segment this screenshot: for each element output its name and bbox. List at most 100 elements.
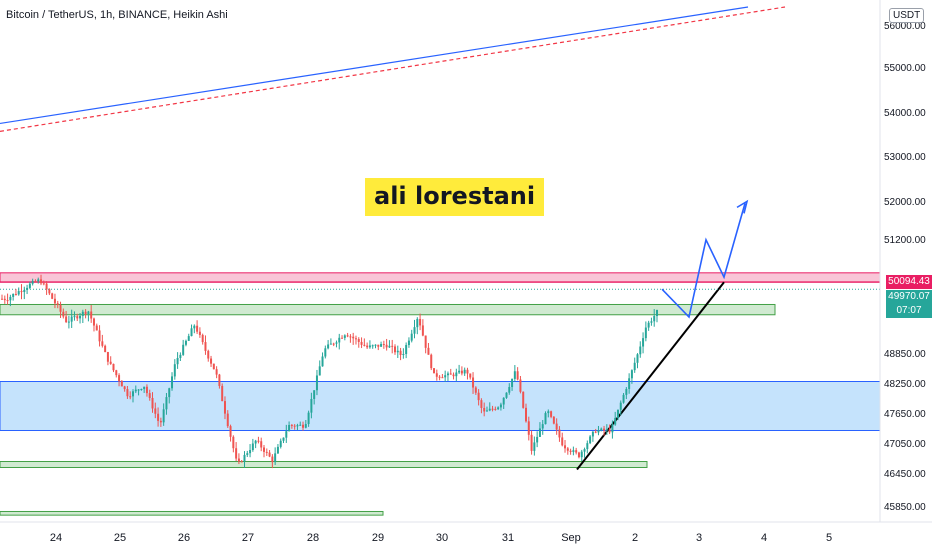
candle-body [98, 330, 101, 342]
candle-body [313, 390, 316, 399]
candle-body [357, 339, 360, 342]
x-tick-label: 29 [372, 532, 384, 544]
y-tick-label: 48250.00 [884, 379, 926, 390]
candle-body [260, 441, 263, 448]
candle-body [410, 333, 413, 341]
candle-body [427, 347, 430, 355]
candle-body [299, 424, 302, 426]
candle-body [628, 378, 631, 389]
candle-body [396, 350, 399, 353]
candle-body [502, 397, 505, 405]
candle-body [619, 402, 622, 410]
candle-body [257, 440, 260, 442]
projection-arrowhead [736, 199, 749, 214]
candle-body [438, 376, 441, 378]
x-tick-label: 5 [826, 532, 832, 544]
x-tick-label: 30 [436, 532, 448, 544]
candle-body [26, 287, 29, 290]
candle-body [329, 343, 332, 345]
candle-body [65, 316, 68, 323]
candle-body [349, 336, 352, 338]
candle-body [522, 391, 525, 408]
currency-badge[interactable]: USDT [889, 8, 925, 23]
candle-body [577, 452, 580, 458]
candle-body [251, 443, 254, 451]
zone-support-upper [0, 303, 776, 316]
candle-body [221, 385, 224, 402]
candle-body [449, 373, 452, 375]
candle-body [656, 309, 658, 317]
candle-body [354, 338, 357, 340]
candle-body [642, 338, 645, 347]
x-tick-label: 26 [178, 532, 190, 544]
resistance-price-tag: 50094.43 [886, 275, 932, 289]
candle-body [118, 375, 121, 382]
candle-body [511, 378, 514, 387]
candle-body [544, 413, 547, 425]
x-tick-label: 25 [114, 532, 126, 544]
candle-body [268, 452, 271, 457]
candle-body [282, 437, 285, 441]
candle-body [120, 381, 123, 387]
candle-body [382, 344, 385, 346]
candle-body [583, 449, 586, 452]
zone-support-bottom [0, 510, 384, 516]
candle-body [12, 293, 15, 297]
last-price-tag: 49970.07 [886, 290, 932, 304]
candle-body [1, 298, 3, 300]
candle-body [346, 335, 349, 337]
candle-body [327, 344, 330, 349]
candle-body [129, 396, 132, 398]
candle-body [310, 398, 313, 413]
candle-body [115, 370, 118, 376]
candle-body [377, 344, 380, 347]
candle-body [597, 430, 600, 433]
x-tick-label: 2 [632, 532, 638, 544]
candle-body [419, 318, 422, 326]
uptrend-support-line [576, 281, 725, 471]
candle-body [633, 362, 636, 371]
candle-body [616, 409, 619, 418]
candle-body [140, 389, 143, 391]
candle-body [463, 369, 466, 374]
candle-body [148, 393, 151, 398]
candle-body [106, 352, 109, 362]
candle-body [90, 311, 93, 319]
candle-body [246, 453, 249, 455]
candle-body [341, 337, 344, 339]
candle-body [293, 425, 296, 427]
candle-body [536, 436, 539, 443]
time-axis-bg [0, 522, 932, 550]
candle-body [265, 451, 268, 453]
candle-body [304, 424, 307, 428]
annotation-label[interactable]: ali lorestani [365, 178, 545, 216]
candle-body [458, 370, 461, 373]
candle-body [474, 387, 477, 393]
candle-body [332, 343, 335, 345]
candle-body [126, 389, 129, 397]
candle-body [37, 279, 40, 282]
candle-body [207, 350, 210, 359]
ascending-trendline [0, 6, 749, 125]
candle-body [366, 345, 369, 348]
candle-body [600, 428, 603, 431]
y-tick-label: 51200.00 [884, 235, 926, 246]
candle-body [561, 437, 564, 446]
candle-body [452, 374, 455, 377]
candle-body [271, 456, 274, 463]
candle-body [171, 376, 174, 389]
x-tick-label: 4 [761, 532, 767, 544]
y-tick-label: 52000.00 [884, 197, 926, 208]
candle-body [494, 408, 497, 410]
candle-body [644, 327, 647, 339]
candle-body [6, 300, 9, 302]
candle-body [460, 370, 463, 374]
candle-body [324, 348, 327, 357]
candle-body [193, 325, 196, 329]
candle-body [143, 386, 146, 390]
candle-body [516, 371, 519, 380]
candle-body [215, 369, 218, 375]
candle-body [363, 344, 366, 346]
